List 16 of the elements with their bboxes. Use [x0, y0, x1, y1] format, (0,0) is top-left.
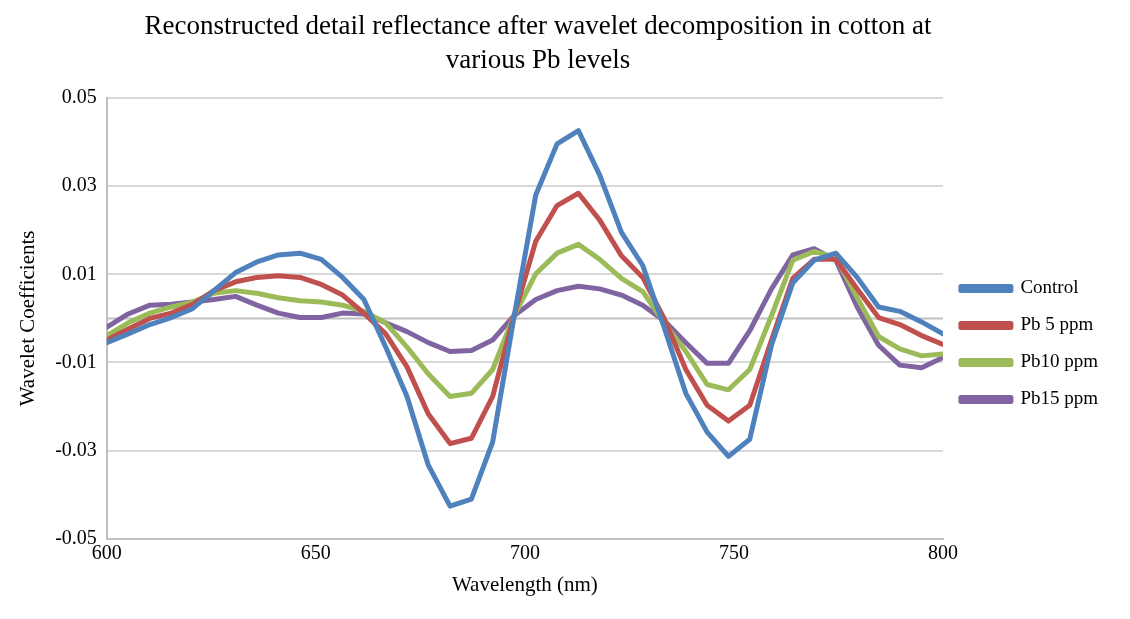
x-tick-label: 700 — [509, 541, 540, 564]
legend-label: Pb10 ppm — [1020, 350, 1099, 372]
legend-label: Control — [1020, 276, 1079, 298]
x-tick-label: 750 — [718, 541, 749, 564]
y-axis-title: Wavelet Coefficients — [15, 230, 40, 407]
x-tick-label: 650 — [300, 541, 331, 564]
y-tick-label: 0.05 — [61, 85, 97, 108]
x-axis-title: Wavelength (nm) — [451, 571, 598, 596]
legend-label: Pb 5 ppm — [1020, 313, 1094, 335]
legend-label: Pb15 ppm — [1020, 387, 1099, 409]
x-tick-label: 800 — [927, 541, 958, 564]
y-tick-label: 0.01 — [61, 261, 97, 284]
y-tick-label: 0.03 — [61, 173, 97, 196]
chart-title: Reconstructed detail reflectance after wavelet decomposition in cotton at various Pb levels — [143, 9, 933, 76]
y-tick-label: -0.01 — [55, 349, 97, 372]
y-tick-label: -0.03 — [55, 437, 97, 460]
